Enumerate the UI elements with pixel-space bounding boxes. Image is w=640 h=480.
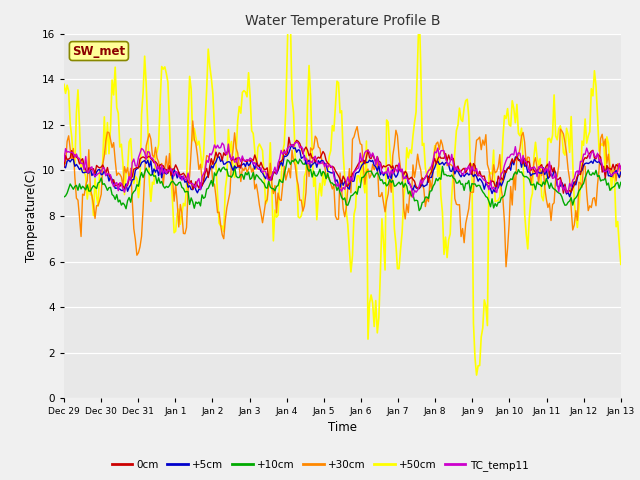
- TC_temp11: [60, 158, 68, 164]
- TC_temp11: [409, 194, 417, 200]
- 0cm: [226, 153, 234, 159]
- +5cm: [589, 160, 596, 166]
- +5cm: [254, 163, 262, 168]
- TC_temp11: [226, 154, 234, 160]
- Line: +10cm: +10cm: [64, 159, 621, 211]
- 0cm: [559, 190, 567, 196]
- +5cm: [288, 142, 296, 147]
- +50cm: [254, 144, 262, 150]
- TC_temp11: [293, 140, 301, 145]
- 0cm: [305, 153, 313, 158]
- Text: SW_met: SW_met: [72, 45, 125, 58]
- +10cm: [254, 173, 262, 179]
- Legend: 0cm, +5cm, +10cm, +30cm, +50cm, TC_temp11: 0cm, +5cm, +10cm, +30cm, +50cm, TC_temp1…: [108, 456, 532, 475]
- Y-axis label: Temperature(C): Temperature(C): [24, 169, 38, 263]
- +50cm: [589, 93, 596, 99]
- Line: +50cm: +50cm: [64, 0, 621, 375]
- Title: Water Temperature Profile B: Water Temperature Profile B: [244, 14, 440, 28]
- 0cm: [60, 164, 68, 169]
- Line: TC_temp11: TC_temp11: [64, 143, 621, 197]
- TC_temp11: [129, 160, 136, 166]
- +10cm: [129, 191, 136, 197]
- +10cm: [226, 173, 234, 179]
- +10cm: [60, 194, 68, 200]
- +5cm: [60, 164, 68, 169]
- +30cm: [255, 203, 263, 208]
- +30cm: [617, 174, 625, 180]
- TC_temp11: [244, 158, 252, 164]
- +30cm: [246, 161, 254, 167]
- X-axis label: Time: Time: [328, 420, 357, 433]
- +10cm: [589, 170, 596, 176]
- 0cm: [129, 174, 136, 180]
- +30cm: [228, 159, 236, 165]
- +10cm: [291, 156, 299, 162]
- +50cm: [473, 372, 481, 378]
- 0cm: [617, 163, 625, 169]
- 0cm: [244, 157, 252, 163]
- +30cm: [305, 174, 313, 180]
- +50cm: [617, 262, 625, 267]
- +5cm: [566, 194, 573, 200]
- TC_temp11: [589, 148, 596, 154]
- TC_temp11: [254, 166, 262, 172]
- +5cm: [226, 159, 234, 165]
- +5cm: [129, 177, 136, 182]
- Line: 0cm: 0cm: [64, 137, 621, 193]
- +50cm: [60, 82, 68, 87]
- 0cm: [285, 134, 292, 140]
- TC_temp11: [617, 166, 625, 172]
- +30cm: [502, 264, 510, 270]
- +10cm: [617, 180, 625, 185]
- +30cm: [129, 197, 136, 203]
- +30cm: [589, 196, 596, 202]
- 0cm: [589, 147, 596, 153]
- +10cm: [305, 168, 313, 174]
- +5cm: [244, 163, 252, 168]
- +50cm: [226, 149, 234, 155]
- +50cm: [244, 70, 252, 76]
- 0cm: [254, 163, 262, 168]
- +50cm: [305, 62, 313, 68]
- +5cm: [617, 169, 625, 175]
- TC_temp11: [305, 161, 313, 167]
- +10cm: [415, 208, 423, 214]
- +30cm: [60, 151, 68, 157]
- +30cm: [189, 118, 196, 124]
- +50cm: [129, 162, 136, 168]
- +5cm: [305, 157, 313, 163]
- +10cm: [244, 169, 252, 175]
- Line: +30cm: +30cm: [64, 121, 621, 267]
- Line: +5cm: +5cm: [64, 144, 621, 197]
